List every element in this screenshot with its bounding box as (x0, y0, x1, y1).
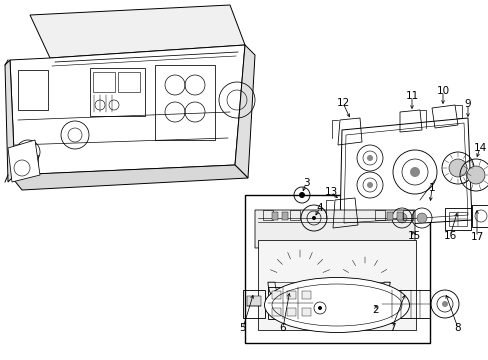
Polygon shape (30, 5, 244, 58)
Bar (271, 291, 281, 299)
Text: 13: 13 (324, 187, 337, 197)
Polygon shape (235, 45, 254, 178)
Text: 14: 14 (472, 143, 486, 153)
Bar (271, 212, 278, 220)
Polygon shape (10, 165, 247, 190)
Circle shape (317, 306, 321, 310)
Bar (286, 308, 295, 316)
Circle shape (466, 166, 484, 184)
Bar (258, 240, 415, 330)
Bar (263, 210, 272, 220)
Bar (18, 70, 48, 110)
Bar (267, 287, 312, 319)
Bar (18, 155, 38, 173)
Bar (289, 210, 299, 220)
Circle shape (366, 182, 372, 188)
Text: 8: 8 (454, 323, 460, 333)
Text: 10: 10 (436, 86, 448, 96)
Bar (155, 65, 215, 140)
Circle shape (298, 192, 305, 198)
Polygon shape (8, 140, 40, 182)
Bar (93, 72, 115, 92)
Bar (448, 212, 466, 226)
Bar (396, 212, 402, 220)
Bar (271, 308, 281, 316)
Text: 2: 2 (372, 305, 379, 315)
Circle shape (409, 167, 419, 177)
Text: 7: 7 (388, 323, 394, 333)
Polygon shape (10, 45, 244, 175)
Circle shape (441, 301, 447, 307)
Bar (118, 72, 140, 92)
Bar (381, 290, 429, 318)
Bar (286, 291, 295, 299)
Circle shape (311, 216, 315, 220)
Ellipse shape (264, 278, 408, 333)
Text: 17: 17 (469, 232, 483, 242)
Bar (386, 212, 392, 220)
Polygon shape (5, 60, 15, 182)
Circle shape (396, 213, 406, 223)
Bar (374, 210, 384, 220)
Text: 5: 5 (239, 323, 246, 333)
Bar (302, 308, 310, 316)
Polygon shape (254, 210, 414, 248)
Circle shape (366, 155, 372, 161)
Bar (246, 296, 261, 306)
Text: 12: 12 (336, 98, 349, 108)
Text: 4: 4 (316, 203, 323, 213)
Text: 6: 6 (279, 323, 286, 333)
Bar (244, 195, 429, 343)
Polygon shape (339, 118, 471, 228)
Text: 1: 1 (428, 183, 434, 193)
Bar (444, 208, 470, 230)
Bar (282, 212, 287, 220)
Bar (471, 205, 488, 227)
Text: 9: 9 (464, 99, 470, 109)
Circle shape (416, 213, 426, 223)
Text: 15: 15 (407, 231, 420, 241)
Bar (302, 291, 310, 299)
Text: 16: 16 (443, 231, 456, 241)
Text: 11: 11 (405, 91, 418, 101)
Circle shape (448, 159, 466, 177)
Bar (90, 68, 145, 116)
Bar (402, 210, 412, 220)
Bar (243, 290, 264, 318)
Text: 3: 3 (302, 178, 309, 188)
